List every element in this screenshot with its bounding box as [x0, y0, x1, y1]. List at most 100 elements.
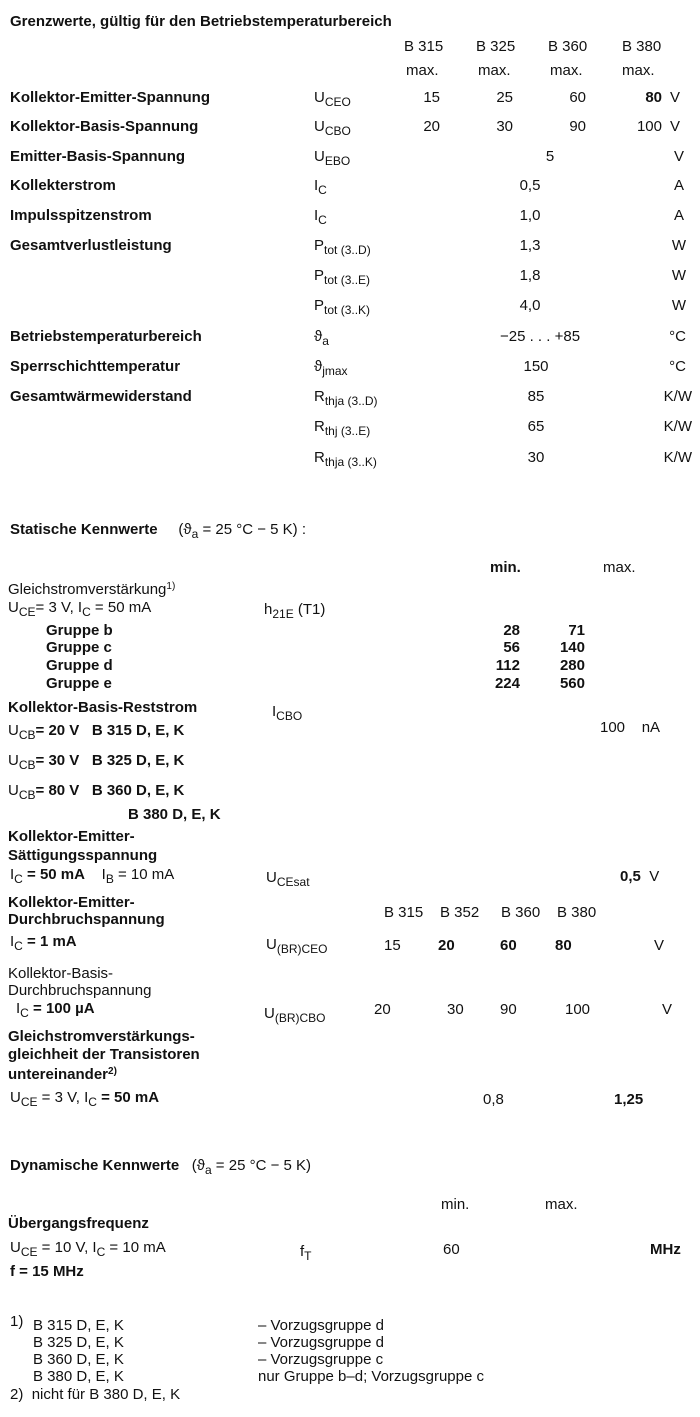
value: 80 — [555, 937, 572, 954]
footnote-marker: 1) — [10, 1313, 24, 1330]
row-symbol: IC — [314, 207, 327, 227]
min-header: min. — [441, 1196, 470, 1213]
unit: W — [671, 237, 686, 254]
ft-label: Übergangsfrequenz — [8, 1215, 149, 1232]
value: 20 — [374, 1001, 391, 1018]
value: 60 — [569, 89, 586, 106]
group-max: 140 — [559, 639, 585, 656]
value: 60 — [500, 937, 517, 954]
row-label: Gesamtverlustleistung — [10, 237, 172, 254]
footnote-type: B 315 D, E, K — [33, 1317, 124, 1334]
unit: A — [673, 177, 684, 194]
col-header: B 360 — [548, 38, 588, 55]
bceo-label: Kollektor-Emitter- — [8, 894, 135, 911]
value: 100 — [636, 118, 662, 135]
row-label: Kollektor-Basis-Spannung — [10, 118, 199, 135]
unit: V — [670, 89, 681, 106]
footnote-type: B 360 D, E, K — [33, 1351, 124, 1368]
group-label: Gruppe c — [46, 639, 112, 656]
row-symbol: UCBO — [314, 118, 351, 138]
footnote-2: 2) nicht für B 380 D, E, K — [10, 1386, 181, 1403]
row-symbol: Rthj (3..E) — [314, 418, 371, 438]
gain-symbol: h21E (T1) — [264, 601, 326, 621]
row-label: Impulsspitzenstrom — [10, 207, 152, 224]
footnote-type: B 380 D, E, K — [33, 1368, 124, 1385]
unit: W — [671, 297, 686, 314]
unit: K/W — [663, 449, 692, 466]
reststrom-max: 100 nA — [600, 719, 661, 736]
row-symbol: ϑjmax — [314, 358, 348, 378]
equality-max: 1,25 — [614, 1091, 644, 1108]
group-max: 280 — [559, 657, 585, 674]
value: 25 — [496, 89, 513, 106]
unit: °C — [669, 328, 686, 345]
value: 1,8 — [519, 267, 541, 284]
row-label: Sperrschichttemperatur — [10, 358, 181, 375]
ft-symbol: fT — [300, 1243, 312, 1263]
bceo-label: Durchbruchspannung — [8, 911, 165, 928]
group-min: 112 — [495, 657, 520, 674]
row-symbol: UEBO — [314, 148, 351, 168]
row-label: Gesamtwärmewiderstand — [10, 388, 192, 405]
row-label: Betriebstemperaturbereich — [10, 328, 202, 345]
unit: °C — [669, 358, 686, 375]
unit: V — [654, 937, 665, 954]
reststrom-type: B 380 D, E, K — [128, 806, 221, 823]
footnote-type: B 325 D, E, K — [33, 1334, 124, 1351]
value: 15 — [423, 89, 440, 106]
sat-max: 0,5 V — [620, 868, 660, 885]
bcbo-label: Durchbruchspannung — [8, 982, 152, 999]
unit: V — [670, 118, 681, 135]
col-header: B 352 — [440, 904, 480, 921]
unit: K/W — [663, 388, 692, 405]
row-symbol: Ptot (3..D) — [314, 237, 371, 257]
value: 5 — [545, 148, 555, 165]
min-header: min. — [490, 559, 521, 576]
col-sub: max. — [550, 62, 583, 79]
row-label: Emitter-Basis-Spannung — [10, 148, 186, 165]
value: 30 — [527, 449, 545, 466]
bcbo-symbol: U(BR)CBO — [264, 1005, 326, 1025]
bcbo-condition: IC = 100 µA — [16, 1000, 95, 1020]
col-sub: max. — [406, 62, 439, 79]
value: 150 — [523, 358, 549, 375]
row-symbol: Ptot (3..K) — [314, 297, 371, 317]
col-header: B 360 — [501, 904, 541, 921]
col-sub: max. — [478, 62, 511, 79]
value: 90 — [500, 1001, 517, 1018]
value: 65 — [527, 418, 545, 435]
row-symbol: IC — [314, 177, 327, 197]
footnote-note: – Vorzugsgruppe c — [258, 1351, 384, 1368]
unit: MHz — [650, 1241, 681, 1258]
group-max: 560 — [559, 675, 585, 692]
sat-symbol: UCEsat — [266, 869, 310, 889]
equality-condition: UCE = 3 V, IC = 50 mA — [10, 1089, 160, 1109]
reststrom-label: Kollektor-Basis-Reststrom — [8, 699, 198, 716]
sat-condition: IC = 50 mA IB = 10 mA — [10, 866, 175, 886]
value: 80 — [645, 89, 662, 106]
col-header: B 325 — [476, 38, 516, 55]
group-label: Gruppe d — [46, 657, 113, 674]
unit: A — [673, 207, 684, 224]
footnote-note: – Vorzugsgruppe d — [258, 1317, 384, 1334]
footnote-note: – Vorzugsgruppe d — [258, 1334, 384, 1351]
value: 1,3 — [519, 237, 541, 254]
row-symbol: Rthja (3..K) — [314, 449, 377, 469]
equality-label: gleichheit der Transistoren — [8, 1046, 200, 1063]
gain-label: Gleichstromverstärkung1) — [8, 581, 176, 598]
group-min: 224 — [494, 675, 520, 692]
bceo-condition: IC = 1 mA — [10, 933, 77, 953]
gain-condition: UCE= 3 V, IC = 50 mA — [8, 599, 152, 619]
reststrom-condition: UCB= 80 V B 360 D, E, K — [8, 782, 185, 802]
static-title: Statische Kennwerte (ϑa = 25 °C − 5 K) : — [10, 521, 306, 541]
col-header: B 380 — [557, 904, 597, 921]
group-min: 28 — [503, 622, 520, 639]
row-label: Kollektor-Emitter-Spannung — [10, 89, 211, 106]
max-header: max. — [603, 559, 636, 576]
bceo-symbol: U(BR)CEO — [266, 936, 328, 956]
col-header: B 380 — [622, 38, 662, 55]
col-sub: max. — [622, 62, 655, 79]
row-symbol: Ptot (3..E) — [314, 267, 371, 287]
value: 0,5 — [519, 177, 541, 194]
sat-label: Sättigungsspannung — [8, 847, 158, 864]
